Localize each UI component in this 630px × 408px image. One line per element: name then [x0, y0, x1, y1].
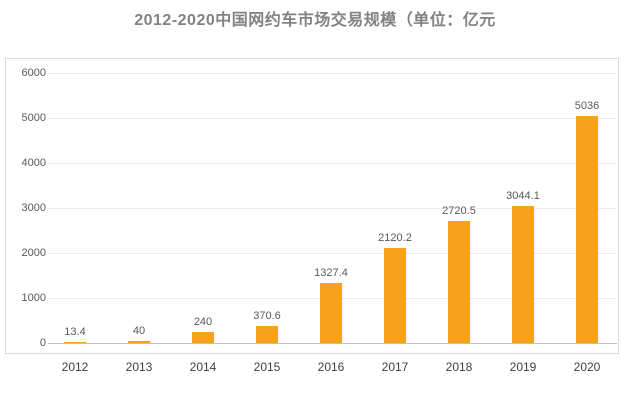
data-label-2020: 5036 — [574, 100, 600, 112]
y-axis-tick-label: 0 — [39, 337, 46, 349]
y-axis-tick-label: 3000 — [21, 202, 46, 214]
bar-2016 — [320, 283, 342, 343]
gridline — [48, 163, 617, 164]
bar-2014 — [192, 332, 214, 343]
x-axis-tick-label: 2019 — [509, 360, 537, 374]
y-axis-tick-label: 5000 — [21, 112, 46, 124]
bar-2020 — [576, 116, 598, 343]
y-axis-tick-label: 2000 — [21, 247, 46, 259]
data-label-2017: 2120.2 — [378, 232, 412, 244]
bar-2015 — [256, 326, 278, 343]
data-label-2014: 240 — [193, 316, 213, 328]
bar-2012 — [64, 342, 86, 343]
chart-title: 2012-2020中国网约车市场交易规模（单位：亿元 — [134, 12, 496, 29]
plot-area-border — [5, 58, 619, 354]
bar-2017 — [384, 248, 406, 343]
x-axis-tick-label: 2020 — [573, 360, 601, 374]
gridline — [48, 73, 617, 74]
x-axis-tick-label: 2015 — [253, 360, 281, 374]
y-axis-tick-label: 6000 — [21, 67, 46, 79]
x-axis-tick-label: 2013 — [125, 360, 153, 374]
y-axis-tick-label: 1000 — [21, 292, 46, 304]
data-label-2018: 2720.5 — [442, 205, 476, 217]
data-label-2019: 3044.1 — [506, 190, 540, 202]
bar-2019 — [512, 206, 534, 343]
bar-2018 — [448, 221, 470, 343]
data-label-2012: 13.4 — [64, 326, 86, 338]
x-axis-tick-label: 2012 — [61, 360, 89, 374]
data-label-2013: 40 — [132, 325, 146, 337]
x-axis-tick-label: 2017 — [381, 360, 409, 374]
gridline — [48, 253, 617, 254]
x-axis-line — [48, 343, 617, 344]
data-label-2015: 370.6 — [253, 310, 281, 322]
gridline — [48, 118, 617, 119]
gridline — [48, 208, 617, 209]
x-axis-tick-label: 2014 — [189, 360, 217, 374]
x-axis-tick-label: 2018 — [445, 360, 473, 374]
data-label-2016: 1327.4 — [314, 267, 348, 279]
y-axis-tick-label: 4000 — [21, 157, 46, 169]
bar-2013 — [128, 341, 150, 343]
x-axis-tick-label: 2016 — [317, 360, 345, 374]
